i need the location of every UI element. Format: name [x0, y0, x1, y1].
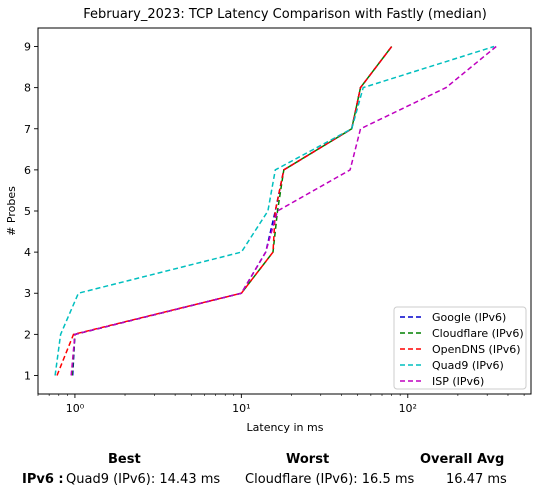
x-axis-label: Latency in ms: [247, 421, 324, 434]
x-axis: 10⁰ 10¹ 10²: [37, 394, 525, 415]
series-line-cloudflare-ipv6: [71, 46, 393, 376]
y-tick-label: 7: [24, 123, 31, 136]
y-tick-label: 8: [24, 82, 31, 95]
worst-value: Cloudflare (IPv6): 16.5 ms: [245, 472, 415, 487]
legend-label-opendns-ipv6: OpenDNS (IPv6): [432, 343, 521, 356]
series-line-quad9-ipv6: [54, 45, 495, 376]
y-tick-label: 9: [24, 41, 31, 54]
chart-title: February_2023: TCP Latency Comparison wi…: [83, 7, 487, 22]
legend-label-quad9-ipv6: Quad9 (IPv6): [432, 359, 504, 372]
y-tick-label: 5: [24, 205, 31, 218]
x-tick-label: 10²: [399, 402, 417, 415]
summary-table: Best Worst Overall Avg IPv6 : Quad9 (IPv…: [0, 450, 541, 494]
series-line-opendns-ipv6: [56, 46, 393, 376]
y-tick-label: 6: [24, 164, 31, 177]
legend-label-google-ipv6: Google (IPv6): [432, 311, 506, 324]
x-tick-label: 10⁰: [66, 402, 85, 415]
series-line-isp-ipv6: [70, 45, 497, 376]
legend-box: [393, 306, 527, 390]
overall-avg-header: Overall Avg: [420, 452, 505, 467]
y-axis-label: # Probes: [5, 186, 18, 236]
x-tick-label: 10¹: [232, 402, 250, 415]
worst-header: Worst: [286, 452, 330, 467]
legend-label-cloudflare-ipv6: Cloudflare (IPv6): [432, 327, 524, 340]
legend-label-isp-ipv6: ISP (IPv6): [432, 375, 484, 388]
y-tick-label: 3: [24, 287, 31, 300]
legend: Google (IPv6) Cloudflare (IPv6) OpenDNS (I…: [393, 306, 527, 390]
row-label: IPv6 :: [22, 472, 64, 487]
y-tick-label: 4: [24, 246, 31, 259]
y-tick-label: 1: [24, 369, 31, 382]
avg-value: 16.47 ms: [446, 472, 507, 487]
plot-lines: [54, 45, 497, 376]
series-line-google-ipv6: [71, 46, 393, 376]
y-tick-label: 2: [24, 328, 31, 341]
latency-chart: February_2023: TCP Latency Comparison wi…: [5, 7, 532, 434]
best-header: Best: [108, 452, 141, 467]
y-axis: 1 2 3 4 5 6 7 8 9: [24, 41, 38, 382]
best-value: Quad9 (IPv6): 14.43 ms: [66, 472, 221, 487]
